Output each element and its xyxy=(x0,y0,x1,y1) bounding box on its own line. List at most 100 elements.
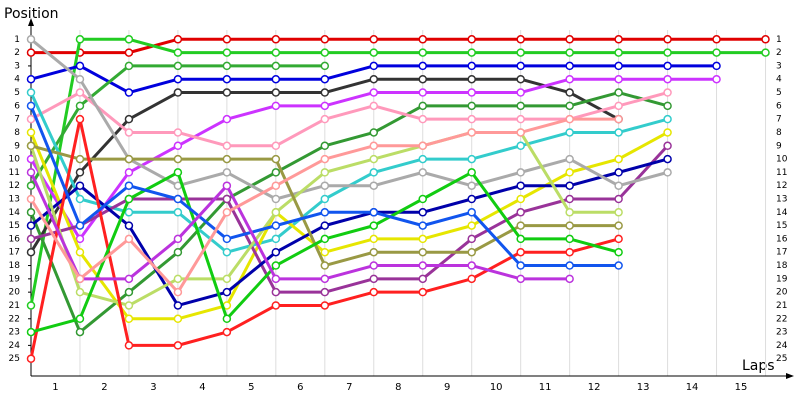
point xyxy=(418,48,427,57)
point xyxy=(173,208,183,217)
point xyxy=(663,88,672,97)
point xyxy=(761,48,770,57)
point xyxy=(26,221,36,230)
y-tick-label-right: 14 xyxy=(776,208,788,218)
point xyxy=(467,181,476,190)
series xyxy=(26,74,623,257)
point xyxy=(320,168,330,177)
point xyxy=(75,247,85,257)
point xyxy=(222,314,232,324)
point xyxy=(173,234,183,244)
y-tick-label-right: 15 xyxy=(776,221,787,231)
series-line xyxy=(29,131,669,321)
point xyxy=(75,234,85,244)
point xyxy=(565,208,574,217)
y-tick-label: 9 xyxy=(14,141,20,151)
x-tick-label: 9 xyxy=(444,382,450,393)
series xyxy=(26,168,574,284)
y-axis-label: Position xyxy=(4,6,59,22)
point xyxy=(467,194,476,204)
point xyxy=(369,35,379,44)
point xyxy=(222,154,232,164)
point xyxy=(663,141,672,151)
point xyxy=(26,301,36,310)
point xyxy=(124,314,134,324)
point xyxy=(173,61,183,71)
y-tick-label-right: 16 xyxy=(776,234,788,244)
y-tick-label: 20 xyxy=(9,288,21,298)
point xyxy=(418,141,427,151)
point xyxy=(75,88,85,97)
point xyxy=(26,74,36,84)
y-tick-label: 13 xyxy=(9,195,20,205)
point xyxy=(173,274,183,284)
point xyxy=(565,48,574,57)
point xyxy=(271,74,281,84)
point xyxy=(173,301,183,310)
point xyxy=(663,101,672,111)
point xyxy=(418,261,427,270)
point xyxy=(565,274,574,284)
point xyxy=(173,154,183,164)
point xyxy=(26,88,36,97)
y-tick-label: 6 xyxy=(14,101,20,111)
point xyxy=(614,168,623,177)
point xyxy=(663,168,672,177)
y-tick-label-right: 10 xyxy=(776,155,788,165)
series-line xyxy=(29,91,668,334)
point xyxy=(222,141,232,151)
point xyxy=(467,61,476,71)
point xyxy=(663,114,672,124)
point xyxy=(222,35,232,44)
x-tick-label: 2 xyxy=(101,382,107,393)
point xyxy=(369,141,379,151)
point xyxy=(369,101,379,111)
point xyxy=(173,287,183,297)
point xyxy=(418,287,427,297)
point xyxy=(467,88,476,97)
point xyxy=(173,247,183,257)
point xyxy=(614,48,623,57)
point xyxy=(614,181,623,190)
point xyxy=(467,234,476,244)
point xyxy=(516,61,525,71)
point xyxy=(614,234,623,244)
point xyxy=(271,287,281,297)
x-arrow xyxy=(786,373,794,379)
point xyxy=(418,154,427,164)
point xyxy=(418,247,427,257)
x-tick-label: 1 xyxy=(52,382,58,393)
series xyxy=(26,74,721,244)
point xyxy=(565,221,574,230)
point xyxy=(75,327,85,337)
point xyxy=(124,274,134,284)
point xyxy=(222,247,232,257)
point xyxy=(467,208,476,217)
point xyxy=(614,74,623,84)
point xyxy=(26,48,36,57)
point xyxy=(467,101,476,111)
point xyxy=(271,208,281,217)
x-tick-label: 12 xyxy=(588,382,601,393)
point xyxy=(124,114,134,124)
point xyxy=(271,181,281,190)
point xyxy=(712,35,721,44)
point xyxy=(271,154,281,164)
point xyxy=(173,341,183,350)
x-tick-label: 15 xyxy=(735,382,748,393)
point xyxy=(565,261,574,270)
y-tick-label: 19 xyxy=(9,274,21,284)
point xyxy=(516,181,525,190)
point xyxy=(222,181,232,190)
series xyxy=(26,114,623,363)
series-line xyxy=(30,91,668,148)
point xyxy=(222,194,232,204)
point xyxy=(467,48,476,57)
point xyxy=(369,168,379,177)
point xyxy=(26,168,36,177)
point xyxy=(75,181,85,190)
point xyxy=(369,234,379,244)
point xyxy=(663,61,672,71)
point xyxy=(320,234,330,244)
point xyxy=(369,287,379,297)
